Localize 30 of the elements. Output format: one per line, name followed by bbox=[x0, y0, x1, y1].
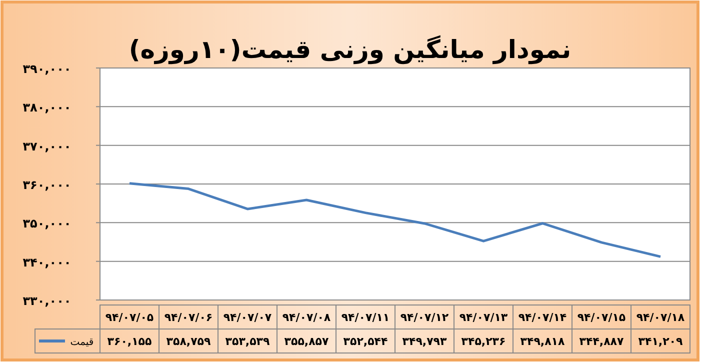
y-tick-label: ۳۶۰,۰۰۰ bbox=[22, 178, 72, 192]
x-tick-label: ۹۴/۰۷/۱۸ bbox=[636, 311, 685, 324]
y-tick-label: ۳۷۰,۰۰۰ bbox=[22, 139, 72, 154]
data-label: ۳۴۱,۲۰۹ bbox=[638, 335, 684, 348]
x-tick-label: ۹۴/۰۷/۱۳ bbox=[459, 311, 508, 324]
data-label: ۳۶۰,۱۵۵ bbox=[107, 335, 152, 348]
data-label: ۳۴۵,۲۳۶ bbox=[461, 335, 506, 348]
y-tick-label: ۳۳۰,۰۰۰ bbox=[22, 294, 72, 308]
y-tick-label: ۳۵۰,۰۰۰ bbox=[22, 216, 72, 231]
y-tick-label: ۳۸۰,۰۰۰ bbox=[22, 100, 72, 115]
x-tick-label: ۹۴/۰۷/۰۷ bbox=[223, 311, 272, 324]
data-label: ۳۴۴,۸۸۷ bbox=[579, 335, 624, 348]
line-series bbox=[128, 182, 662, 258]
data-label: ۳۵۵,۸۵۷ bbox=[284, 335, 330, 348]
x-tick-label: ۹۴/۰۷/۱۴ bbox=[518, 311, 567, 324]
data-label: ۳۵۳,۵۳۹ bbox=[225, 335, 270, 348]
x-tick-label: ۹۴/۰۷/۱۲ bbox=[400, 311, 449, 324]
x-tick-label: ۹۴/۰۷/۱۵ bbox=[577, 311, 626, 324]
chart-title: نمودار میانگین وزنی قیمت(۱۰روزه) bbox=[128, 35, 572, 65]
y-tick-label: ۳۴۰,۰۰۰ bbox=[22, 255, 72, 270]
data-label: ۳۴۹,۷۹۳ bbox=[402, 335, 448, 348]
x-tick-label: ۹۴/۰۷/۰۶ bbox=[164, 311, 213, 324]
data-label: ۳۴۹,۸۱۸ bbox=[520, 335, 566, 348]
data-label: ۳۵۸,۷۵۹ bbox=[166, 335, 212, 348]
x-tick-label: ۹۴/۰۷/۱۱ bbox=[341, 311, 390, 324]
y-tick-label: ۳۹۰,۰۰۰ bbox=[22, 62, 72, 76]
data-label: ۳۵۲,۵۴۴ bbox=[343, 335, 388, 348]
x-tick-label: ۹۴/۰۷/۰۵ bbox=[105, 311, 154, 324]
legend-label: قیمت bbox=[70, 337, 94, 348]
x-tick-label: ۹۴/۰۷/۰۸ bbox=[282, 311, 331, 324]
